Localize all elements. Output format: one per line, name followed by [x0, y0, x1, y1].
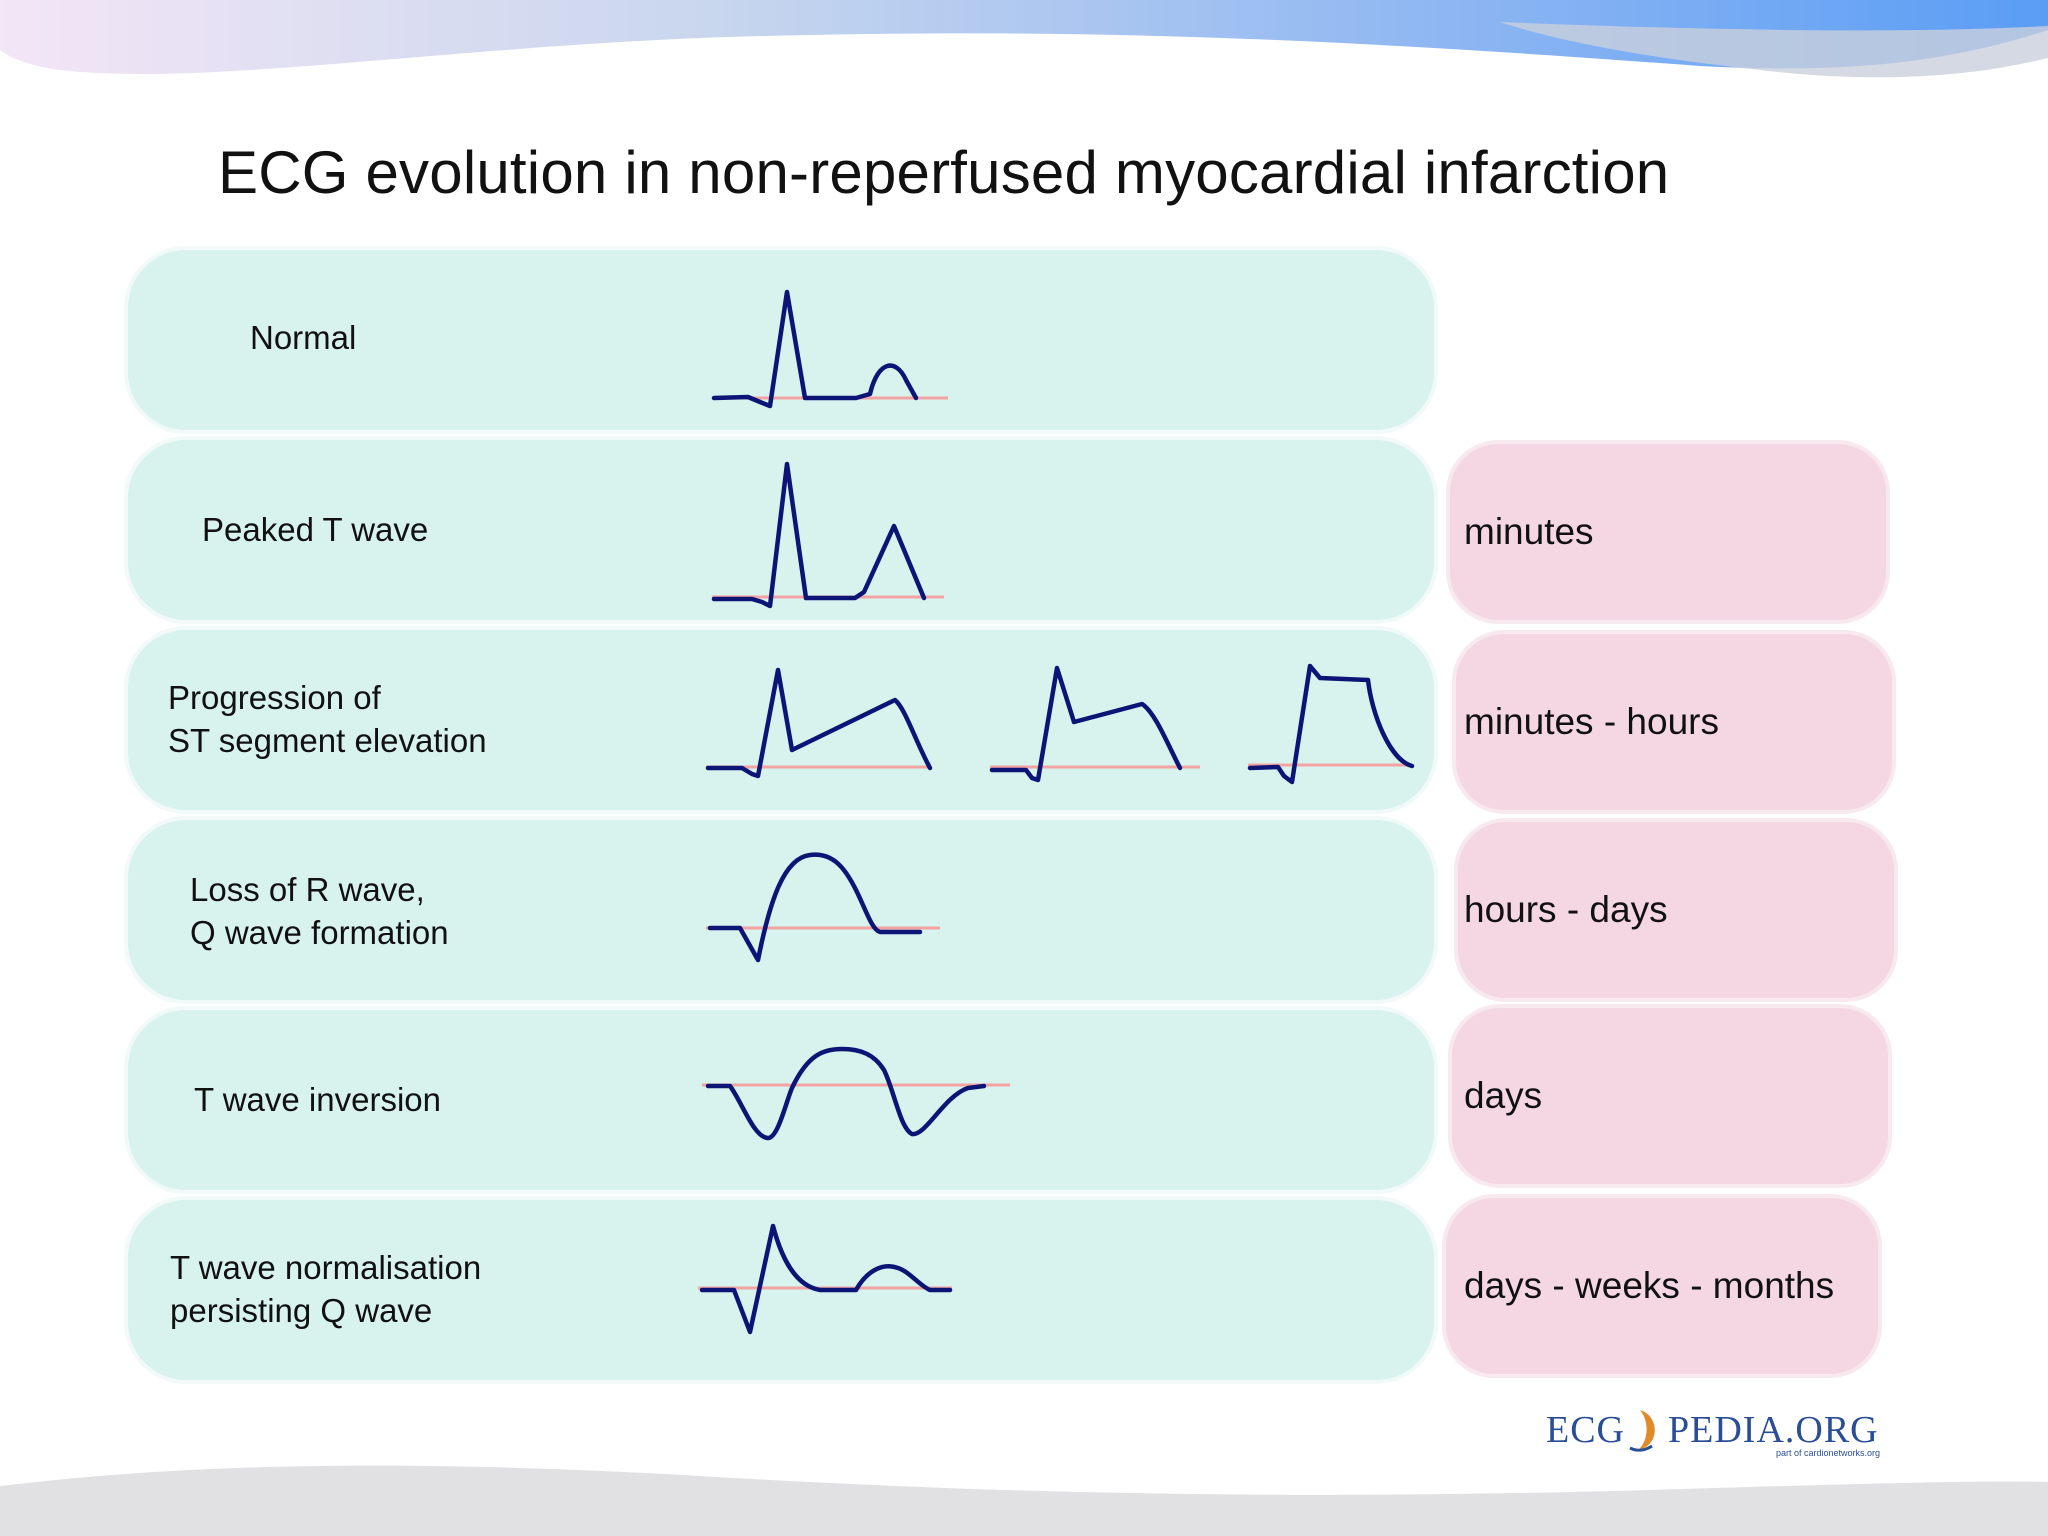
stage-box-t-inversion: T wave inversion [128, 1010, 1434, 1190]
page-title: ECG evolution in non-reperfused myocardi… [218, 139, 1670, 206]
stage-box-t-normalisation: T wave normalisation persisting Q wave [128, 1200, 1434, 1380]
ecg-trace-normal [711, 289, 919, 409]
ecg-trace-st-3 [1247, 663, 1415, 785]
ecg-t-normalisation [698, 1223, 953, 1335]
stage-label-t-inversion: T wave inversion [194, 1081, 442, 1118]
ecg-trace-t-normalisation [699, 1223, 953, 1335]
stage-label-peaked-t: Peaked T wave [202, 511, 429, 548]
ecg-st-elevation [705, 663, 1415, 785]
time-label-days: days [1464, 1075, 1543, 1116]
ecg-q-wave [706, 852, 940, 963]
time-box-hours-days: hours - days [1458, 822, 1894, 998]
ecg-trace-st-1 [705, 667, 933, 779]
logo-text-left: ECG [1546, 1409, 1625, 1451]
heart-swirl-icon [1629, 1410, 1655, 1452]
ecg-t-inversion [702, 1046, 1010, 1141]
stage-label-normal: Normal [250, 319, 357, 356]
time-label-minutes: minutes [1464, 511, 1594, 552]
ecg-trace-t-inversion [705, 1046, 987, 1141]
stage-label-t-normalisation: T wave normalisation persisting Q wave [170, 1249, 482, 1329]
ecg-peaked-t [711, 461, 944, 609]
ecgpedia-logo: ECG PEDIA.ORG part of cardionetworks.org [1546, 1408, 1896, 1464]
header-decoration [0, 0, 2048, 78]
ecg-normal [711, 289, 948, 409]
time-box-days-weeks-months: days - weeks - months [1446, 1198, 1878, 1374]
footer-decoration [0, 1465, 2048, 1536]
ecg-trace-st-2 [989, 665, 1183, 783]
stage-box-st-elevation: Progression of ST segment elevation [128, 630, 1434, 810]
time-label-minutes-hours: minutes - hours [1464, 701, 1719, 742]
ecg-trace-q-wave [707, 852, 923, 963]
time-box-minutes-hours: minutes - hours [1456, 634, 1892, 810]
logo-text-right: PEDIA.ORG [1668, 1409, 1879, 1451]
time-box-minutes: minutes [1450, 444, 1886, 620]
time-box-days: days [1452, 1008, 1888, 1184]
logo-tagline: part of cardionetworks.org [1776, 1448, 1881, 1458]
ecg-trace-peaked-t [711, 461, 927, 609]
stage-box-q-wave: Loss of R wave, Q wave formation [128, 820, 1434, 1000]
time-label-days-weeks-months: days - weeks - months [1464, 1265, 1835, 1306]
stage-label-q-wave: Loss of R wave, Q wave formation [190, 871, 449, 951]
stage-label-st-elevation: Progression of ST segment elevation [168, 679, 487, 759]
time-label-hours-days: hours - days [1464, 889, 1668, 930]
